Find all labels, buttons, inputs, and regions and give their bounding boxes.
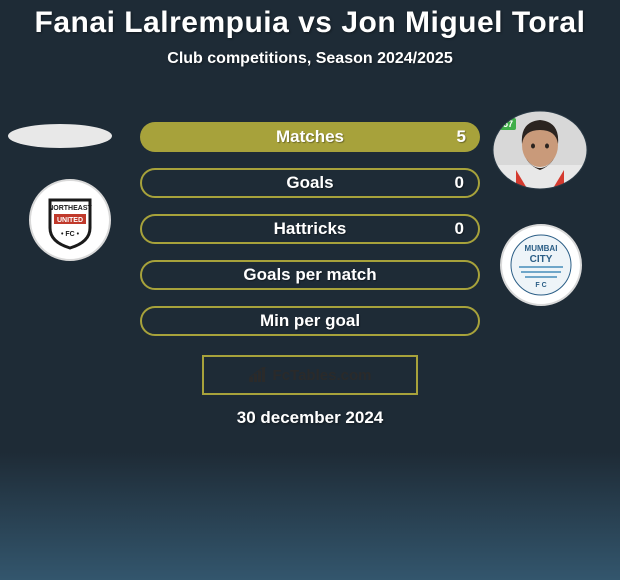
svg-text:• FC •: • FC • <box>61 231 80 238</box>
stat-bar: Goals per match <box>140 260 480 290</box>
stat-bar-label: Hattricks <box>142 219 478 239</box>
player2-portrait: 57 <box>492 110 588 190</box>
content-root: Fanai Lalrempuia vs Jon Miguel Toral Clu… <box>0 0 620 580</box>
stat-bar-value: 5 <box>457 127 466 147</box>
stat-bar: Min per goal <box>140 306 480 336</box>
date-text: 30 december 2024 <box>0 408 620 428</box>
footer-text: FcTables.com <box>273 367 372 384</box>
svg-text:MUMBAI: MUMBAI <box>525 244 558 253</box>
mumbai-city-logo: MUMBAI CITY F C <box>499 223 583 307</box>
svg-text:NORTHEAST: NORTHEAST <box>48 205 92 212</box>
stat-bar-label: Min per goal <box>142 311 478 331</box>
player1-club-badge: NORTHEAST UNITED • FC • <box>28 178 112 262</box>
player1-avatar <box>8 124 112 148</box>
stat-bar-label: Matches <box>140 127 480 147</box>
stat-bar-value: 0 <box>455 173 464 193</box>
svg-text:UNITED: UNITED <box>57 217 83 224</box>
stat-bar-label: Goals <box>142 173 478 193</box>
subtitle: Club competitions, Season 2024/2025 <box>0 50 620 68</box>
stat-bar-label: Goals per match <box>142 265 478 285</box>
stats-bars: Matches5Goals0Hattricks0Goals per matchM… <box>140 122 480 352</box>
stat-bar: Matches5 <box>140 122 480 152</box>
bar-chart-icon <box>249 367 269 383</box>
stat-bar-value: 0 <box>455 219 464 239</box>
svg-text:F C: F C <box>535 282 546 289</box>
northeast-united-logo: NORTHEAST UNITED • FC • <box>28 178 112 262</box>
footer-attribution: FcTables.com <box>202 355 418 395</box>
page-title: Fanai Lalrempuia vs Jon Miguel Toral <box>0 0 620 40</box>
player2-club-badge: MUMBAI CITY F C <box>499 223 583 307</box>
stat-bar: Hattricks0 <box>140 214 480 244</box>
stat-bar: Goals0 <box>140 168 480 198</box>
svg-text:CITY: CITY <box>530 254 553 265</box>
player2-avatar: 57 <box>492 110 588 190</box>
